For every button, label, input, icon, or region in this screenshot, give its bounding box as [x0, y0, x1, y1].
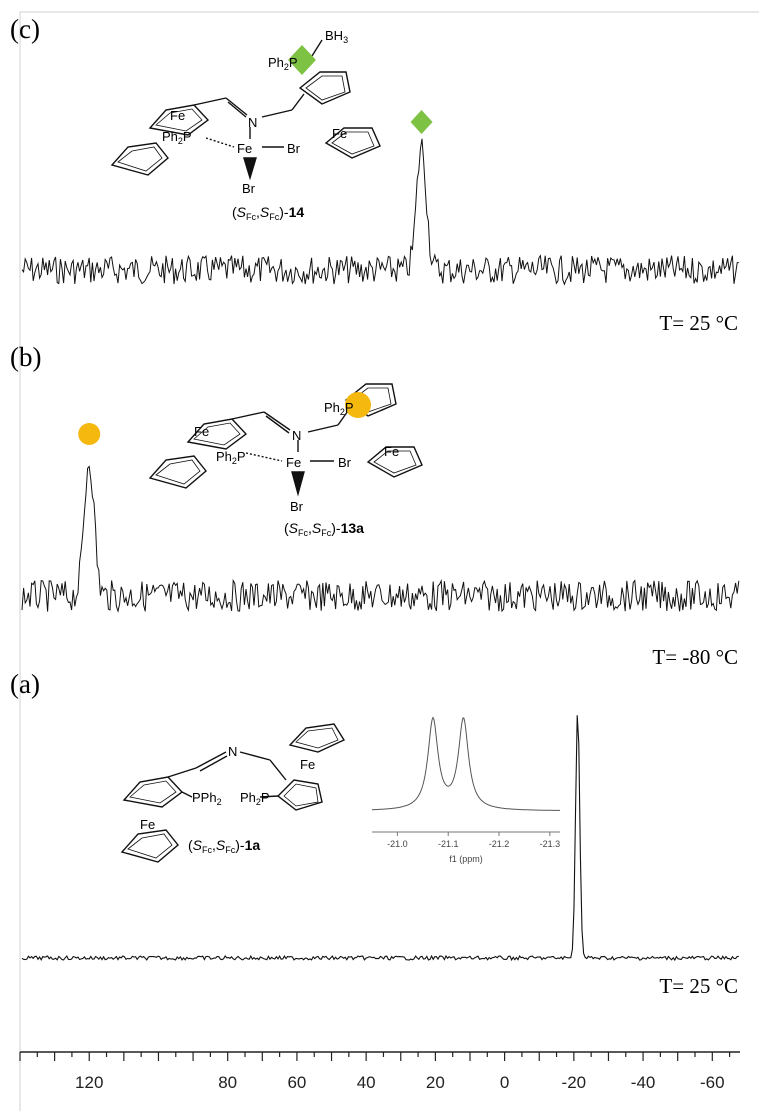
x-tick-label: 0 [500, 1073, 509, 1092]
svg-text:BH3: BH3 [325, 28, 348, 45]
inset-tick-label: -21.1 [438, 839, 459, 849]
panel-label-c: (c) [10, 14, 40, 44]
svg-text:Ph2P: Ph2P [324, 400, 354, 417]
spectrum-b [21, 465, 740, 613]
svg-text:Fe: Fe [384, 444, 399, 459]
peak-marker-b [78, 423, 101, 445]
structure-13a-marker [345, 392, 371, 418]
svg-text:Fe: Fe [140, 817, 155, 832]
structure-1a-labels: N PPh2 Ph2P Fe Fe (SFc,SFc)-1a [140, 744, 315, 855]
svg-text:Fe: Fe [332, 126, 347, 141]
svg-text:Fe: Fe [170, 108, 185, 123]
x-tick-label: -20 [562, 1073, 587, 1092]
inset-trace [372, 716, 560, 811]
x-tick-label: 60 [287, 1073, 306, 1092]
svg-text:Fe: Fe [300, 757, 315, 772]
svg-text:Ph2P: Ph2P [216, 449, 246, 466]
svg-text:Br: Br [287, 141, 301, 156]
spectrum-trace-a [21, 715, 739, 962]
svg-text:Ph2P: Ph2P [240, 790, 270, 807]
structure-14-labels: BH3 Ph2P Fe Fe N Ph2P Fe Br Br (SFc,SFc)… [162, 28, 348, 222]
inset-plot: f1 (ppm) -21.0 -21.1 -21.2 -21.3 [372, 716, 561, 864]
structure-1a [120, 723, 346, 863]
temperature-label-a: T= 25 °C [659, 974, 738, 998]
inset-xlabel: f1 (ppm) [449, 854, 483, 864]
structure-13a-labels: Ph2P Fe Fe N Ph2P Fe Br Br (SFc,SFc)-13a [194, 400, 399, 538]
diamond-marker [410, 110, 433, 134]
spectrum-trace-b [21, 465, 740, 613]
structure-13a [148, 383, 423, 497]
x-tick-label: -60 [700, 1073, 725, 1092]
panel-label-b: (b) [10, 342, 41, 372]
svg-text:Ph2P: Ph2P [268, 55, 298, 72]
peak-marker-c [410, 110, 433, 134]
svg-text:Fe: Fe [194, 424, 209, 439]
compound-label-1a: (SFc,SFc)-1a [188, 837, 260, 855]
svg-text:N: N [292, 428, 301, 443]
x-tick-label: 120 [75, 1073, 103, 1092]
spectrum-c [21, 138, 739, 286]
panel-b: (b) T= -80 °C Ph2P [10, 342, 740, 669]
panel-label-a: (a) [10, 669, 40, 699]
structure-14 [110, 39, 381, 181]
svg-text:N: N [228, 744, 237, 759]
panel-c: (c) T= 25 °C [10, 14, 739, 335]
inset-tick-label: -21.0 [387, 839, 408, 849]
inset-tick-label: -21.3 [540, 839, 561, 849]
svg-text:PPh2: PPh2 [192, 790, 222, 807]
temperature-label-c: T= 25 °C [659, 311, 738, 335]
spectrum-a [21, 715, 739, 962]
panel-a: (a) T= 25 °C N PPh2 Ph2P Fe Fe [10, 669, 739, 998]
svg-text:Br: Br [338, 455, 352, 470]
svg-text:Fe: Fe [237, 141, 252, 156]
x-axis: 120 80 60 40 20 0 -20 -40 -60 [19, 1051, 740, 1092]
svg-text:Br: Br [242, 181, 256, 196]
temperature-label-b: T= -80 °C [652, 645, 738, 669]
x-tick-label: 20 [426, 1073, 445, 1092]
svg-text:N: N [248, 115, 257, 130]
spectrum-trace-c [21, 138, 739, 286]
structure-14-marker [288, 45, 316, 75]
svg-text:Ph2P: Ph2P [162, 129, 192, 146]
x-tick-label: -40 [631, 1073, 656, 1092]
x-tick-label: 40 [357, 1073, 376, 1092]
circle-marker [78, 423, 101, 445]
compound-label-14: (SFc,SFc)-14 [232, 204, 304, 222]
x-tick-label: 80 [218, 1073, 237, 1092]
svg-text:Fe: Fe [286, 455, 301, 470]
compound-label-13a: (SFc,SFc)-13a [284, 520, 364, 538]
inset-tick-label: -21.2 [489, 839, 510, 849]
svg-text:Br: Br [290, 499, 304, 514]
